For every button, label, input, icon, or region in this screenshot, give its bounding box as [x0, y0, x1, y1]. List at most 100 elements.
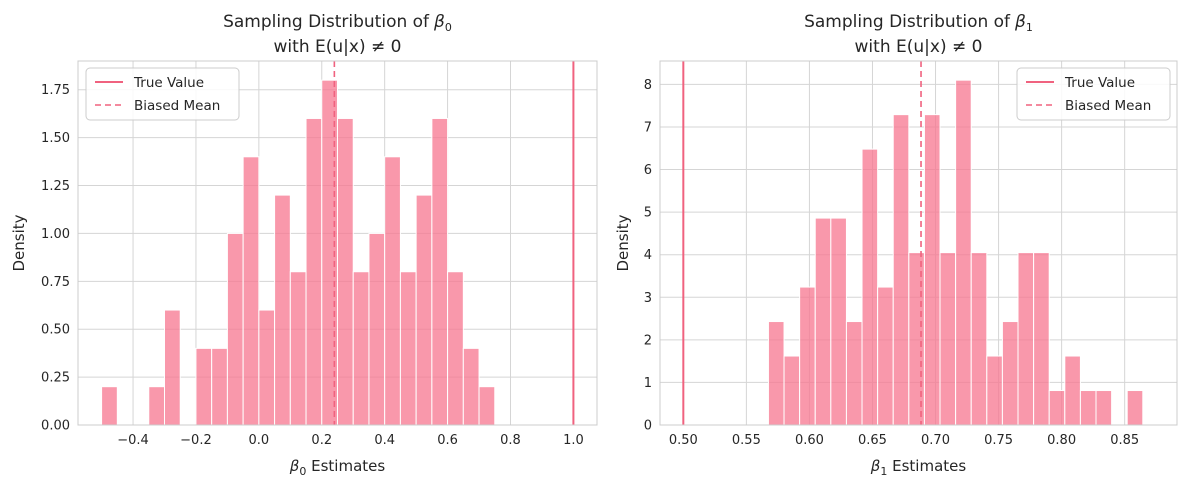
x-axis-label: β0 Estimates [289, 457, 386, 478]
xlabel-beta-symbol: β [870, 457, 881, 475]
y-tick-label: 5 [644, 206, 652, 221]
histogram-bar [368, 232, 386, 426]
title-beta-symbol: β [1014, 12, 1026, 32]
histogram-bar [164, 309, 181, 426]
x-tick-label: −0.4 [117, 433, 149, 448]
chart-title: Sampling Distribution of β1 [804, 12, 1033, 34]
histogram-bar [830, 217, 847, 426]
histogram-bar [861, 148, 879, 426]
histogram-bar [337, 117, 354, 426]
left-panel-beta0: −0.4 −0.2 0.0 0.2 0.4 0.6 0.8 1.0 0.00 0.25 0.50 0.… [10, 12, 598, 478]
y-tick-label: 0 [644, 419, 652, 434]
y-tick-label: 1.75 [41, 83, 70, 98]
y-tick-label: 3 [644, 291, 652, 306]
y-tick-label: 1 [644, 376, 652, 391]
x-tick-label: 0.80 [1047, 433, 1076, 448]
histogram-bar [939, 252, 957, 426]
x-tick-label: 0.85 [1110, 433, 1139, 448]
histogram-bar [814, 217, 832, 426]
histogram-bar [447, 271, 464, 426]
y-tick-label: 2 [644, 333, 652, 348]
histogram-bar [195, 347, 213, 426]
histogram-bar [242, 156, 260, 426]
y-tick-label: 0.00 [41, 419, 70, 434]
title-beta-symbol: β [433, 12, 445, 32]
histogram-bar [970, 252, 988, 426]
histogram-bar [1017, 252, 1035, 426]
histogram-bar [1079, 390, 1097, 426]
histogram-bar [399, 271, 417, 426]
right-panel-beta1: 0.50 0.55 0.60 0.65 0.70 0.75 0.80 0.85 0 1 2 3 4 5 6 7… [614, 12, 1178, 478]
y-tick-label: 7 [644, 120, 652, 135]
y-tick-label: 6 [644, 163, 652, 178]
x-tick-label: −0.2 [180, 433, 212, 448]
y-axis-label: Density [614, 214, 632, 271]
histogram-bar [1048, 390, 1066, 426]
y-tick-label: 0.50 [41, 323, 70, 338]
histogram-bar [986, 355, 1003, 426]
y-tick-label: 4 [644, 248, 652, 263]
x-tick-label: 0.70 [921, 433, 950, 448]
histogram-bar [845, 321, 863, 426]
histogram-bar [908, 252, 925, 426]
y-tick-label: 8 [644, 78, 652, 93]
histogram-bar [384, 156, 401, 426]
y-tick-label: 1.25 [41, 179, 70, 194]
y-tick-label: 1.00 [41, 227, 70, 242]
x-tick-label: 0.4 [374, 433, 395, 448]
histogram-bar [305, 117, 323, 426]
histogram-bar [352, 271, 370, 426]
y-tick-label: 0.75 [41, 275, 70, 290]
y-tick-label: 1.50 [41, 131, 70, 146]
x-tick-label: 0.2 [311, 433, 332, 448]
legend-box [1016, 67, 1171, 121]
histogram-bar [211, 347, 228, 426]
histogram-bar [415, 194, 433, 426]
legend: True Value Biased Mean [1016, 67, 1171, 121]
chart-title: Sampling Distribution of β0 [223, 12, 452, 34]
histogram-bar [1095, 390, 1113, 426]
title-beta-subscript: 1 [1026, 21, 1033, 34]
histogram-bar [289, 271, 307, 426]
histogram-bar [462, 347, 480, 426]
histogram-bar [1126, 390, 1144, 426]
histogram-bar [148, 386, 165, 426]
title-beta-subscript: 0 [445, 21, 452, 34]
histogram-bar [274, 194, 291, 426]
x-tick-label: 0.55 [732, 433, 761, 448]
x-tick-label: 0.65 [858, 433, 887, 448]
histogram-bar [1064, 355, 1081, 426]
histogram-bar [101, 386, 118, 426]
title-text: Sampling Distribution of [804, 12, 1011, 32]
x-axis-label: β1 Estimates [870, 457, 967, 478]
x-tick-label: 0.0 [249, 433, 270, 448]
histogram-bar [892, 114, 910, 426]
x-tick-label: 1.0 [563, 433, 584, 448]
histogram-bar [226, 232, 244, 426]
legend-true-label: True Value [1064, 75, 1135, 91]
histogram-bar [258, 309, 276, 426]
axes-frame [77, 60, 598, 426]
x-tick-label: 0.50 [669, 433, 698, 448]
x-tick-label: 0.8 [500, 433, 521, 448]
histogram-bar [1033, 252, 1050, 426]
xlabel-beta-subscript: 0 [299, 465, 306, 478]
chart-subtitle: with E(u|x) ≠ 0 [274, 37, 402, 57]
x-tick-label: 0.60 [795, 433, 824, 448]
x-tick-label: 0.6 [437, 433, 458, 448]
axes-frame [659, 60, 1178, 426]
y-axis-label: Density [10, 214, 28, 271]
histogram-bar [783, 355, 801, 426]
histogram-bar [923, 114, 941, 426]
histogram-bar [767, 321, 785, 426]
title-text: Sampling Distribution of [223, 12, 430, 32]
legend-box [85, 67, 240, 121]
legend-mean-label: Biased Mean [1065, 98, 1151, 114]
legend-mean-label: Biased Mean [134, 98, 220, 114]
legend: True Value Biased Mean [85, 67, 240, 121]
histogram-bar [799, 286, 816, 426]
xlabel-text: Estimates [887, 457, 966, 475]
chart-subtitle: with E(u|x) ≠ 0 [855, 37, 983, 57]
xlabel-beta-subscript: 1 [880, 465, 887, 478]
